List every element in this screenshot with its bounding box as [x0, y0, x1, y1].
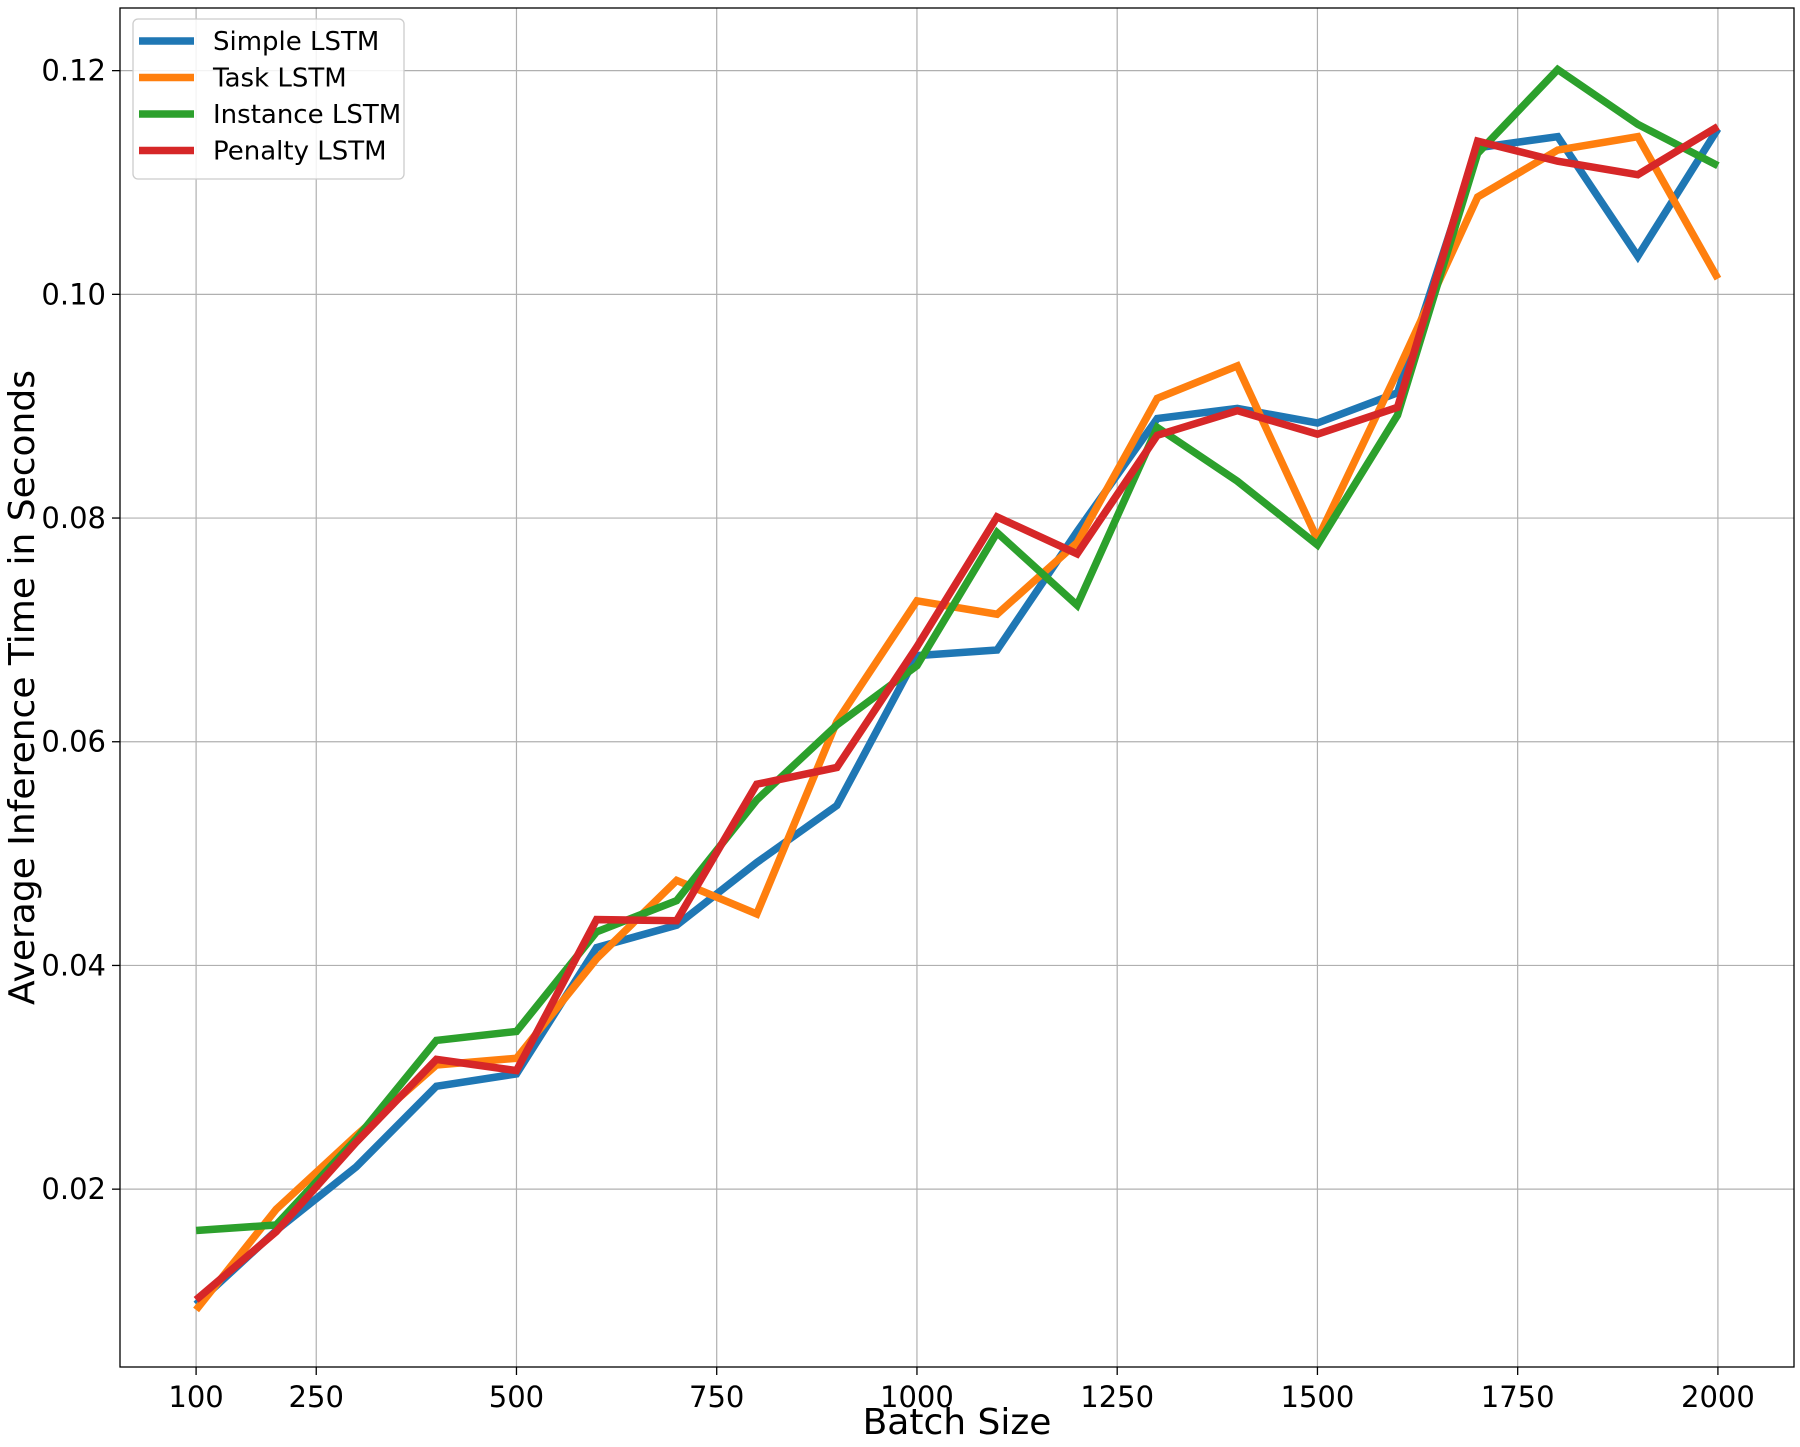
y-tick-label: 0.06: [41, 725, 106, 759]
legend-label-penalty-lstm: Penalty LSTM: [213, 137, 387, 167]
plot-frame: [119, 7, 1795, 1368]
legend-box: [132, 18, 405, 180]
y-tick-label: 0.12: [41, 54, 106, 88]
x-tick-label: 2000: [1681, 1380, 1755, 1414]
x-tick-label: 100: [168, 1380, 223, 1414]
axis-ticks: 100 250 500 750 1000 1250 1500 1750 2000 0.02 0.04…: [41, 54, 1754, 1414]
legend: Simple LSTM Task LSTM Instance LSTM Penalty…: [132, 18, 405, 180]
legend-label-simple-lstm: Simple LSTM: [213, 27, 379, 57]
y-tick-label: 0.02: [41, 1172, 106, 1206]
x-tick-label: 1000: [880, 1380, 954, 1414]
x-tick-label: 1250: [1080, 1380, 1154, 1414]
legend-label-instance-lstm: Instance LSTM: [213, 100, 401, 130]
x-axis-label: Batch Size: [863, 1402, 1052, 1443]
legend-label-task-lstm: Task LSTM: [212, 64, 347, 94]
y-tick-label: 0.10: [41, 277, 106, 311]
y-axis-label: Average Inference Time in Seconds: [2, 370, 43, 1005]
x-tick-label: 1500: [1281, 1380, 1355, 1414]
y-tick-label: 0.08: [41, 501, 106, 535]
penalty-lstm-line: [193, 123, 1720, 1303]
x-tick-label: 750: [689, 1380, 744, 1414]
x-tick-label: 250: [289, 1380, 344, 1414]
y-tick-label: 0.04: [41, 948, 106, 982]
x-tick-label: 500: [489, 1380, 544, 1414]
x-tick-label: 1750: [1481, 1380, 1555, 1414]
series-lines: [193, 64, 1722, 1313]
grid: [120, 8, 1794, 1367]
